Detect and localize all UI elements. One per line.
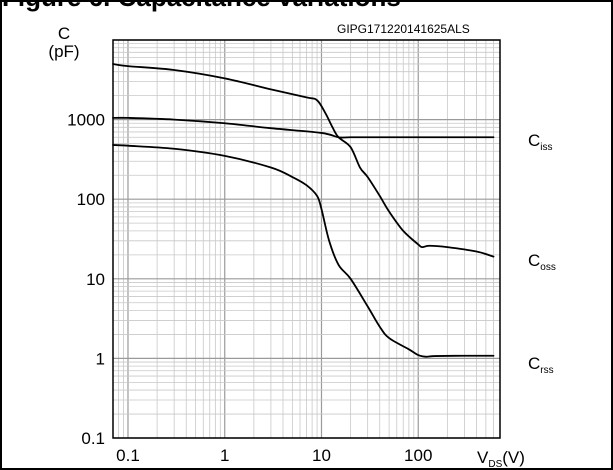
y-tick-label: 0.1 [81, 429, 105, 448]
series-label-crss-sub: rss [540, 365, 553, 376]
series-label-ciss-main: C [528, 131, 540, 150]
series-label-crss-main: C [528, 354, 540, 373]
y-tick-label: 1000 [67, 111, 105, 130]
chart-title: Figure 6. Capacitance variations [2, 0, 401, 12]
figure-code-annotation: GIPG171220141625ALS [337, 22, 470, 36]
x-tick-label: 0.1 [116, 446, 140, 465]
grid-lines [112, 39, 501, 439]
series-lines [112, 63, 495, 358]
x-tick-label: 10 [312, 446, 331, 465]
x-tick-label: 1 [220, 446, 229, 465]
y-tick-label: 100 [77, 190, 105, 209]
x-axis-label: VDS(V) [477, 448, 525, 470]
series-label-ciss: Ciss [528, 131, 553, 153]
series-label-coss: Coss [528, 251, 556, 273]
y-tick-label: 10 [86, 270, 105, 289]
series-line-coss [112, 63, 495, 258]
x-tick-label: 100 [404, 446, 432, 465]
x-axis-label-main: V [477, 448, 489, 467]
series-label-crss: Crss [528, 354, 554, 376]
y-tick-labels: 0.1 1 10 100 1000 [67, 111, 105, 448]
series-label-ciss-sub: iss [540, 142, 552, 153]
series-line-crss [112, 144, 495, 358]
y-tick-label: 1 [96, 349, 105, 368]
x-axis-label-suffix: (V) [502, 448, 525, 467]
y-axis-label-symbol: C [58, 24, 70, 43]
x-tick-labels: 0.1 1 10 100 [116, 446, 432, 465]
series-label-coss-main: C [528, 251, 540, 270]
series-line-ciss [112, 116, 495, 139]
series-label-coss-sub: oss [540, 262, 556, 273]
plot-area-border [112, 39, 501, 439]
y-axis-label-unit: (pF) [48, 42, 79, 61]
x-axis-label-sub: DS [488, 459, 502, 470]
